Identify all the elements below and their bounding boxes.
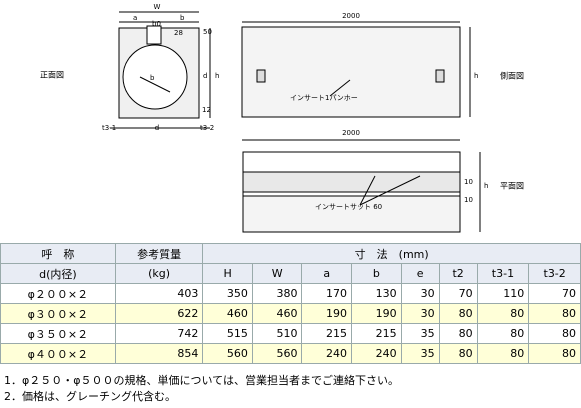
table-cell: 560: [251, 343, 303, 364]
table-cell: φ３５０×２: [0, 323, 116, 344]
table-row: φ３５０×２ 742 515 510 215 215 35 80 80 80: [0, 323, 581, 344]
dim: b0: [152, 20, 161, 28]
note: 1．φ２５０・φ５００の規格、単価については、営業担当者までご連絡下さい。: [4, 374, 399, 387]
dim: 28: [174, 29, 183, 37]
drawing: 正面図 W a b b0 28 50 h d b 12 t3-1 d t3-2 …: [40, 3, 524, 233]
header-cell: W: [251, 263, 303, 284]
table-cell: 30: [400, 303, 440, 324]
table-row: φ４００×２ 854 560 560 240 240 35 80 80 80: [0, 343, 581, 364]
table-cell: 215: [301, 323, 353, 344]
table-cell: 622: [114, 303, 204, 324]
header-cell: 呼 称: [0, 243, 116, 264]
table-cell: 35: [400, 343, 440, 364]
dim: d: [203, 72, 207, 80]
plan-label: 平面図: [500, 182, 524, 191]
table-cell: 35: [400, 323, 440, 344]
table-cell: 380: [251, 283, 303, 304]
table-cell: 80: [438, 303, 478, 324]
dim: 50: [203, 28, 212, 36]
dim: t3-1: [102, 124, 116, 132]
plan-view: [242, 151, 481, 233]
table-cell: 80: [528, 303, 581, 324]
table-cell: 80: [438, 323, 478, 344]
table-cell: 80: [476, 343, 530, 364]
table-cell: 80: [528, 323, 581, 344]
header-cell: t2: [438, 263, 478, 284]
table-cell: 30: [400, 283, 440, 304]
table-cell: 560: [202, 343, 253, 364]
header-row: 呼 称参考質量寸 法 (mm): [0, 243, 581, 264]
header-cell: d(内径): [0, 263, 116, 284]
header-cell: t3-1: [476, 263, 530, 284]
header-cell: t3-2: [528, 263, 581, 284]
notes: 1．φ２５０・φ５００の規格、単価については、営業担当者までご連絡下さい。 2．価…: [4, 373, 399, 405]
table-cell: 70: [438, 283, 478, 304]
table-cell: 80: [476, 323, 530, 344]
table-cell: 403: [114, 283, 204, 304]
dim: h: [215, 72, 219, 80]
header-cell: e: [400, 263, 440, 284]
dim: W: [154, 3, 161, 11]
dim: 10: [464, 196, 473, 204]
table-cell: 80: [438, 343, 478, 364]
header-cell: (kg): [114, 263, 204, 284]
table-row: φ２００×２ 403 350 380 170 130 30 70 110 70: [0, 283, 581, 304]
table-row: φ３００×２ 622 460 460 190 190 30 80 80 80: [0, 303, 581, 324]
header-cell: 寸 法 (mm): [202, 243, 581, 264]
header-cell: H: [202, 263, 253, 284]
table-cell: 215: [351, 323, 402, 344]
dim: b: [150, 74, 155, 82]
dim: d: [155, 124, 159, 132]
callout: インサート1パンホー: [290, 94, 358, 102]
table-cell: 742: [114, 323, 204, 344]
table-cell: 190: [301, 303, 353, 324]
table-cell: 240: [351, 343, 402, 364]
table-cell: 240: [301, 343, 353, 364]
table-cell: 130: [351, 283, 402, 304]
dim: h: [484, 182, 488, 190]
dim: h: [474, 72, 478, 80]
dim: 2000: [342, 129, 360, 137]
table-cell: 70: [528, 283, 581, 304]
table-cell: 170: [301, 283, 353, 304]
front-label: 正面図: [40, 71, 64, 80]
table-cell: 460: [202, 303, 253, 324]
table-cell: 854: [114, 343, 204, 364]
header-cell: 参考質量: [114, 243, 204, 264]
table-cell: 350: [202, 283, 253, 304]
table-cell: 190: [351, 303, 402, 324]
dim: t3-2: [200, 124, 214, 132]
table-cell: 80: [528, 343, 581, 364]
front-view: [110, 11, 211, 129]
header-cell: b: [351, 263, 402, 284]
table-cell: 110: [476, 283, 530, 304]
dim: 12: [202, 106, 211, 114]
callout: インサートサット 60: [315, 203, 382, 211]
table-cell: 510: [251, 323, 303, 344]
dim: 2000: [342, 12, 360, 20]
dim: a: [133, 14, 137, 22]
table-cell: φ４００×２: [0, 343, 116, 364]
table-cell: φ３００×２: [0, 303, 116, 324]
note: 2．価格は、グレーチング代含む。: [4, 390, 176, 403]
side-view: [241, 21, 471, 141]
table-cell: 460: [251, 303, 303, 324]
side-label: 側面図: [500, 71, 524, 81]
dim: 10: [464, 178, 473, 186]
table-cell: 515: [202, 323, 253, 344]
table-cell: φ２００×２: [0, 283, 116, 304]
header-cell: a: [301, 263, 353, 284]
dim: b: [180, 14, 185, 22]
table-cell: 80: [476, 303, 530, 324]
